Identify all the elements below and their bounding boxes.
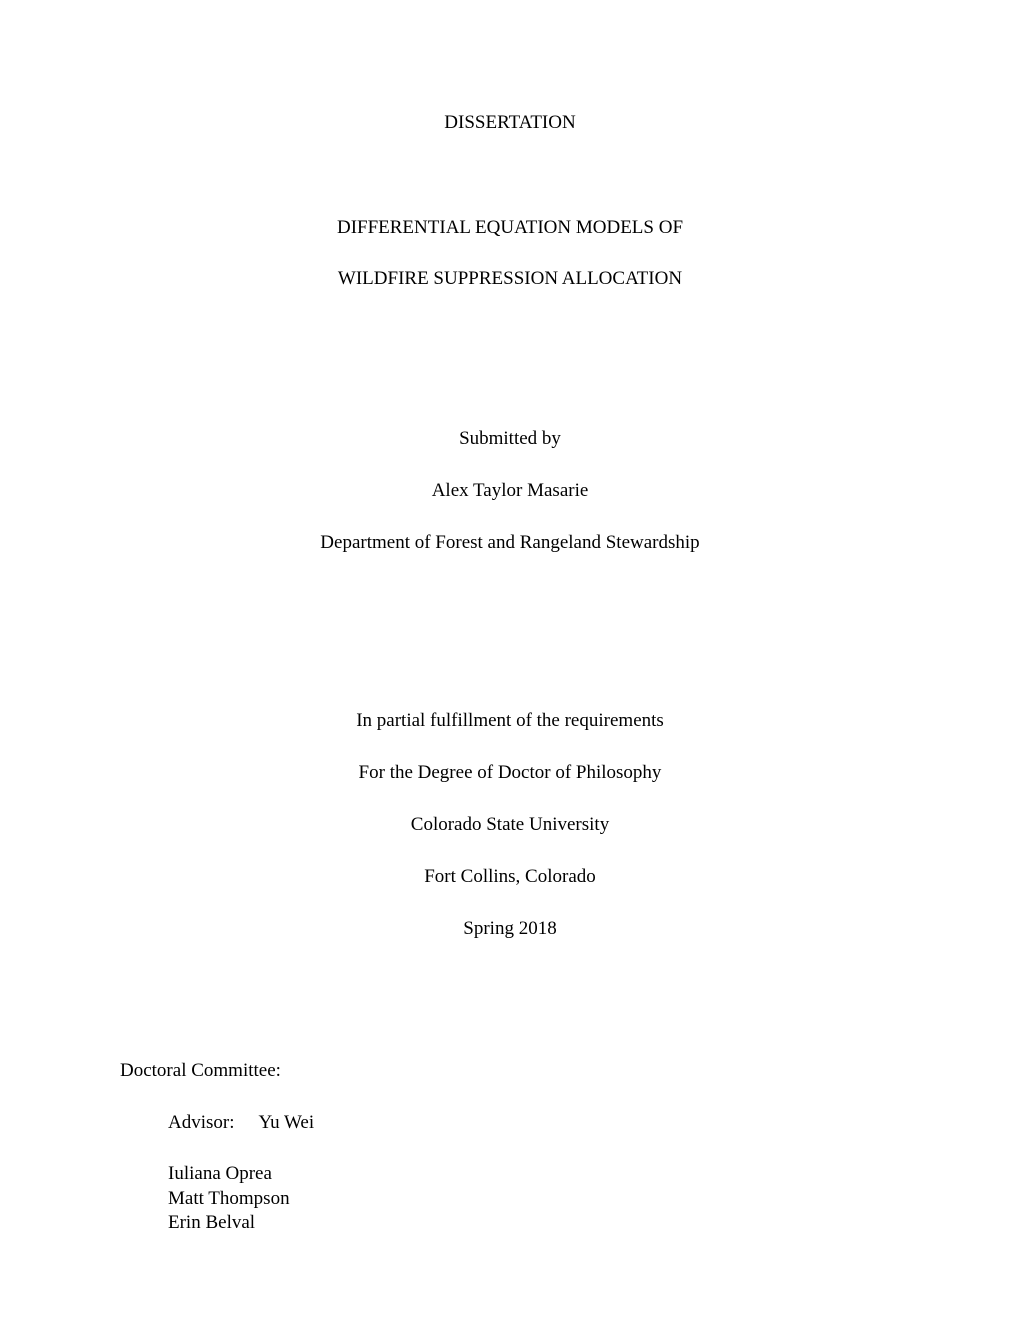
advisor-name: Yu Wei	[259, 1112, 315, 1133]
committee-member: Matt Thompson	[168, 1187, 900, 1212]
document-type: DISSERTATION	[120, 112, 900, 134]
title-line-2: WILDFIRE SUPPRESSION ALLOCATION	[120, 269, 900, 288]
fulfillment-text: In partial fulfillment of the requiremen…	[120, 710, 900, 732]
committee-heading: Doctoral Committee:	[120, 1060, 900, 1082]
title-line-1: DIFFERENTIAL EQUATION MODELS OF	[120, 218, 900, 237]
term-text: Spring 2018	[120, 918, 900, 940]
department: Department of Forest and Rangeland Stewa…	[120, 532, 900, 554]
committee-member: Erin Belval	[168, 1211, 900, 1236]
degree-text: For the Degree of Doctor of Philosophy	[120, 762, 900, 784]
advisor-line: Advisor: Yu Wei	[168, 1112, 900, 1134]
location-text: Fort Collins, Colorado	[120, 866, 900, 888]
advisor-label: Advisor:	[168, 1112, 235, 1134]
committee-section: Doctoral Committee: Advisor: Yu Wei Iulia…	[120, 1060, 900, 1236]
author-name: Alex Taylor Masarie	[120, 480, 900, 502]
committee-members-list: Iuliana Oprea Matt Thompson Erin Belval	[168, 1162, 900, 1236]
committee-member: Iuliana Oprea	[168, 1162, 900, 1187]
submitted-by-label: Submitted by	[120, 428, 900, 450]
university-text: Colorado State University	[120, 814, 900, 836]
